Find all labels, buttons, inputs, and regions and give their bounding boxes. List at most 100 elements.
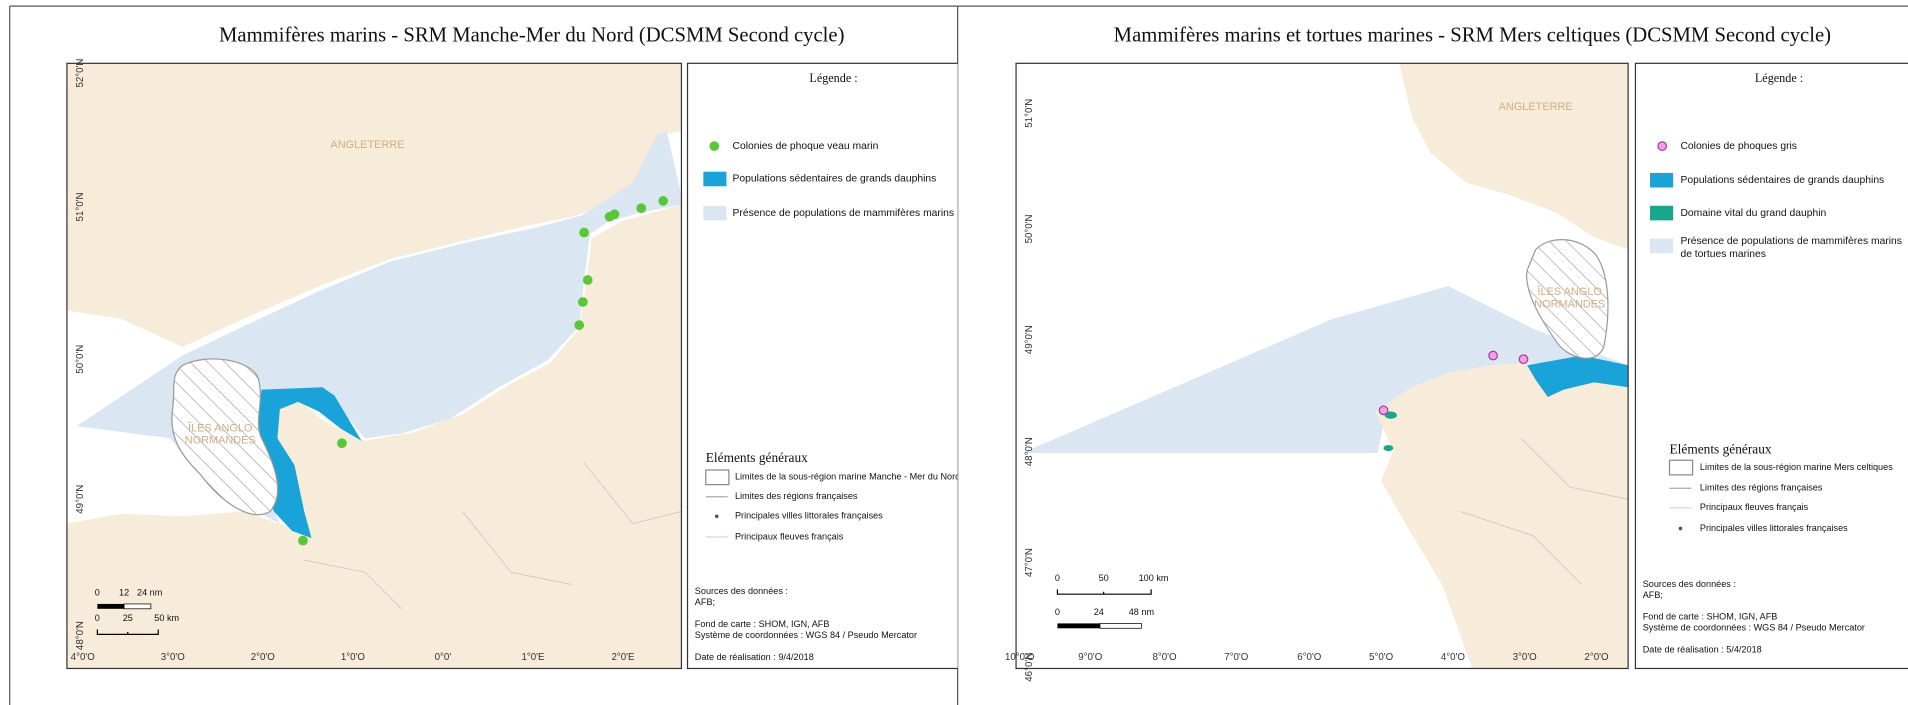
legend-symbol: [703, 171, 727, 187]
coord-label: 10°0'O: [1005, 652, 1035, 663]
seal-colonies: [1378, 350, 1529, 416]
england-land: [1399, 63, 1629, 250]
legend-frame: [1634, 62, 1908, 670]
coord-label: 51°0'N: [1024, 99, 1035, 128]
small-label: Sources des données :: [1643, 579, 1736, 589]
small-label: Principaux fleuves français: [1700, 502, 1809, 512]
regional-borders: [304, 462, 682, 610]
leg-label: Colonies de phoques gris: [1680, 141, 1797, 152]
gen-label: Eléments généraux: [706, 450, 808, 465]
map-right: [1016, 63, 1629, 669]
leg-label: Populations sédentaires de grands dauphi…: [1680, 175, 1884, 186]
coord-label: 7°0'O: [1224, 652, 1249, 663]
coord-label: 5°0'O: [1369, 652, 1394, 663]
leg-label: de tortues marines: [1680, 249, 1766, 260]
small-label: Date de réalisation : 5/4/2018: [1643, 645, 1762, 655]
legend-symbol: [714, 514, 719, 519]
small-label: Limites des régions françaises: [1700, 483, 1823, 493]
legend-symbol: [1678, 526, 1683, 531]
place-label: ANGLETERRE: [1499, 101, 1573, 113]
england-land: [66, 63, 682, 348]
legend-symbol: [705, 469, 730, 486]
dolphin-home-range: [1383, 445, 1394, 452]
seal-colonies: [298, 196, 669, 546]
channel-islands: [171, 358, 279, 516]
small-label: 24: [1094, 607, 1104, 617]
coord-label: 2°0'O: [251, 652, 276, 663]
small-label: 50: [1099, 573, 1109, 583]
coord-label: 4°0'O: [71, 652, 96, 663]
coord-label: 48°0'N: [1024, 437, 1035, 466]
small-label: 48 nm: [1129, 607, 1154, 617]
coord-label: 9°0'O: [1078, 652, 1103, 663]
leg-label: Colonies de phoque veau marin: [733, 141, 879, 152]
small-label: 100 km: [1139, 573, 1169, 583]
small-label: Limites de la sous-région marine Manche …: [735, 472, 960, 482]
small-label: Sources des données :: [695, 586, 788, 596]
leg-label: Domaine vital du grand dauphin: [1680, 208, 1826, 219]
small-label: 0: [1055, 607, 1060, 617]
legend-frame: [686, 62, 958, 670]
coord-label: 51°0'N: [75, 192, 86, 221]
small-label: Date de réalisation : 9/4/2018: [695, 652, 814, 662]
legt-label: Légende :: [809, 71, 857, 85]
regional-borders: [1460, 438, 1629, 585]
dolphin-home-range: [1384, 411, 1397, 419]
coord-label: 46°0'N: [1024, 653, 1035, 682]
legend-symbol: [1650, 238, 1674, 254]
small-label: 0: [1055, 573, 1060, 583]
small-label: Système de coordonnées : WGS 84 / Pseudo…: [695, 630, 917, 640]
coord-label: 2°0'E: [612, 652, 636, 663]
legend-symbol: [1668, 459, 1694, 476]
gen-label: Eléments généraux: [1670, 442, 1772, 457]
map-left: [66, 63, 682, 669]
small-label: 12: [119, 587, 129, 597]
dolphin-population: [1527, 355, 1629, 397]
presence-zone: [1022, 286, 1629, 453]
legt-label: Légende :: [1755, 71, 1803, 85]
coord-label: 48°0'N: [75, 621, 86, 650]
dolphin-population: [256, 387, 362, 539]
place-label: ANGLETERRE: [330, 139, 404, 151]
small-label: AFB;: [1643, 590, 1663, 600]
coord-label: 0°0': [435, 652, 452, 663]
panel-right: Mammifères marins et tortues marines - S…: [1005, 24, 1908, 682]
leg-label: Présence de populations de mammifères ma…: [733, 208, 955, 219]
small-label: Fond de carte : SHOM, IGN, AFB: [695, 619, 830, 629]
small-label: 50 km: [154, 613, 179, 623]
coord-label: 2°0'O: [1584, 652, 1609, 663]
france-land: [1375, 362, 1629, 669]
scale-bar: [96, 603, 159, 635]
legend-symbol: [1657, 141, 1668, 151]
coord-label: 4°0'O: [1441, 652, 1466, 663]
place-label: NORMANDES: [185, 435, 256, 447]
coord-label: 47°0'N: [1024, 548, 1035, 577]
small-label: Système de coordonnées : WGS 84 / Pseudo…: [1643, 623, 1865, 633]
panel-title: Mammifères marins et tortues marines - S…: [1114, 24, 1831, 46]
legend-symbol: [1650, 205, 1674, 221]
small-label: 25: [123, 613, 133, 623]
coord-label: 1°0'O: [341, 652, 366, 663]
small-label: AFB;: [695, 597, 715, 607]
panel-left: Mammifères marins - SRM Manche-Mer du No…: [66, 24, 960, 670]
coord-label: 52°0'N: [75, 59, 86, 88]
panel-title: Mammifères marins - SRM Manche-Mer du No…: [219, 24, 844, 46]
small-label: Limites des régions françaises: [735, 491, 858, 501]
legend-symbol: [703, 205, 727, 221]
small-label: Fond de carte : SHOM, IGN, AFB: [1643, 612, 1778, 622]
small-label: Principales villes littorales françaises: [735, 511, 883, 521]
leg-label: Présence de populations de mammifères ma…: [1680, 236, 1902, 247]
place-label: ÎLES ANGLO: [1537, 285, 1602, 298]
small-label: 0: [95, 587, 100, 597]
map-frame: [66, 62, 683, 670]
coord-label: 8°0'O: [1152, 652, 1177, 663]
coord-label: 3°0'O: [1513, 652, 1538, 663]
coord-label: 6°0'O: [1297, 652, 1322, 663]
coord-label: 50°0'N: [75, 345, 86, 374]
coord-label: 50°0'N: [1024, 214, 1035, 243]
coord-label: 49°0'N: [1024, 325, 1035, 354]
coord-label: 1°0'E: [521, 652, 545, 663]
legend-symbol: [1650, 172, 1674, 188]
